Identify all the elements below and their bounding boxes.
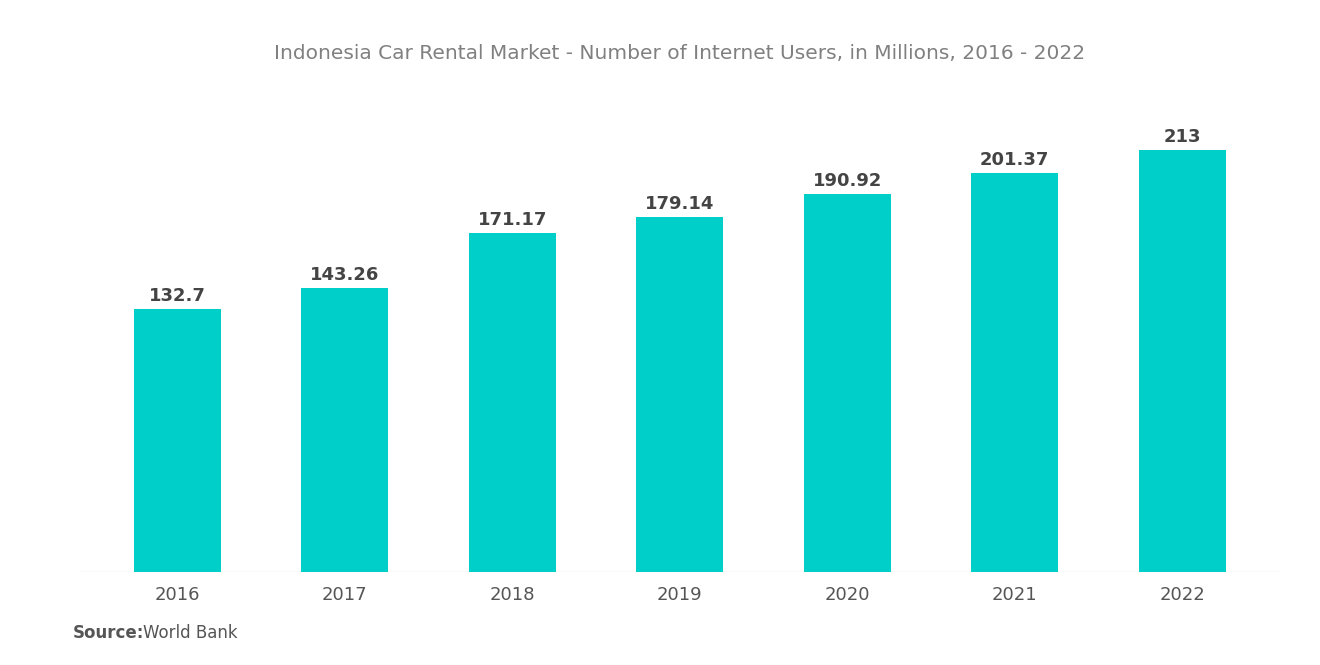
Bar <box>1139 150 1226 572</box>
Bar <box>972 173 1059 572</box>
Text: 190.92: 190.92 <box>813 172 882 190</box>
Text: 213: 213 <box>1163 128 1201 146</box>
Text: 143.26: 143.26 <box>310 266 380 284</box>
Bar <box>636 217 723 572</box>
Bar <box>469 233 556 572</box>
Text: 171.17: 171.17 <box>478 211 546 229</box>
Text: 201.37: 201.37 <box>979 151 1049 169</box>
Text: World Bank: World Bank <box>143 624 238 642</box>
Text: 179.14: 179.14 <box>645 195 714 213</box>
Text: 132.7: 132.7 <box>149 287 206 305</box>
Title: Indonesia Car Rental Market - Number of Internet Users, in Millions, 2016 - 2022: Indonesia Car Rental Market - Number of … <box>275 44 1085 63</box>
Bar <box>133 309 220 572</box>
Text: Source:: Source: <box>73 624 144 642</box>
Bar <box>804 194 891 572</box>
Bar <box>301 288 388 572</box>
